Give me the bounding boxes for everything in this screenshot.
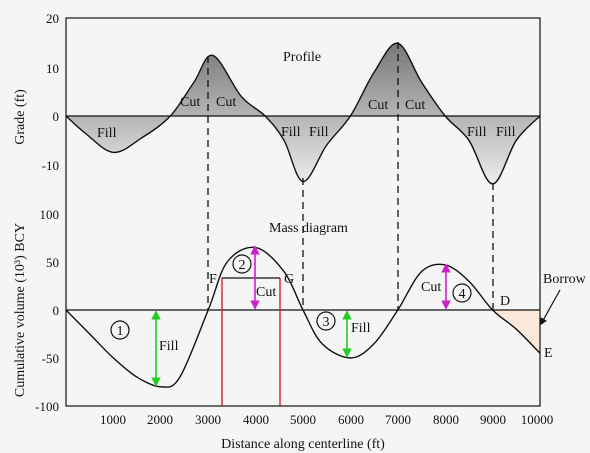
xtick-9000: 9000: [480, 412, 506, 427]
point-label-e: E: [544, 346, 553, 361]
mass-ytick-0: 0: [53, 303, 60, 318]
mass-y-axis-title: Cumulative volume (10³) BCY: [13, 223, 28, 397]
profile-label-fill-1: Fill: [97, 126, 117, 141]
point-label-g: G: [284, 272, 294, 287]
profile-label-cut-2: Cut: [216, 95, 236, 110]
region-number-4: 4: [459, 287, 466, 302]
profile-shading: [66, 43, 540, 184]
profile-label-fill-3: Fill: [309, 125, 329, 140]
haul-limit-lines: [221, 278, 281, 406]
borrow-label: Borrow: [543, 272, 587, 287]
profile-ytick-10: 10: [46, 61, 59, 76]
profile-ytick-20: 20: [46, 11, 59, 26]
borrow-region: [492, 310, 540, 354]
mass-curve: [65, 246, 541, 388]
xtick-8000: 8000: [433, 412, 459, 427]
profile-curve: [65, 42, 541, 185]
mass-ytick-50: 50: [46, 255, 59, 270]
borrow-arrow: [540, 289, 561, 326]
x-axis-title: Distance along centerline (ft): [221, 437, 385, 452]
profile-y-axis-title: Grade (ft): [13, 89, 28, 145]
mass-ytick-100: 100: [40, 207, 60, 222]
region-word-fill-1: Fill: [159, 339, 179, 354]
profile-label-fill-5: Fill: [496, 125, 516, 140]
xtick-10000: 10000: [521, 412, 554, 427]
profile-label-fill-2: Fill: [281, 125, 301, 140]
mass-diagram-title: Mass diagram: [269, 221, 348, 236]
mass-ytick-neg50: -50: [42, 351, 59, 366]
profile-label-cut-4: Cut: [405, 98, 425, 113]
balance-dashed-lines: [207, 42, 494, 310]
region-number-1: 1: [117, 324, 124, 339]
point-label-f: F: [209, 272, 217, 287]
profile-label-cut-1: Cut: [180, 95, 200, 110]
xtick-2000: 2000: [147, 412, 173, 427]
region-word-cut-2: Cut: [256, 285, 276, 300]
xtick-7000: 7000: [385, 412, 411, 427]
region-circles: [110, 254, 472, 340]
region-word-fill-3: Fill: [351, 321, 371, 336]
region-word-cut-4: Cut: [421, 280, 441, 295]
region-number-3: 3: [323, 315, 330, 330]
xtick-1000: 1000: [100, 412, 126, 427]
profile-ytick-neg10: -10: [42, 158, 59, 173]
xtick-4000: 4000: [243, 412, 269, 427]
xtick-5000: 5000: [290, 412, 316, 427]
plot-frame: [65, 17, 541, 407]
xtick-6000: 6000: [338, 412, 364, 427]
profile-title: Profile: [283, 50, 321, 65]
profile-ytick-0: 0: [53, 109, 60, 124]
xtick-3000: 3000: [195, 412, 221, 427]
mass-ytick-neg100: -100: [35, 399, 59, 414]
point-label-d: D: [500, 294, 510, 309]
region-number-2: 2: [239, 258, 246, 273]
profile-label-fill-4: Fill: [467, 125, 487, 140]
profile-label-cut-3: Cut: [368, 98, 388, 113]
